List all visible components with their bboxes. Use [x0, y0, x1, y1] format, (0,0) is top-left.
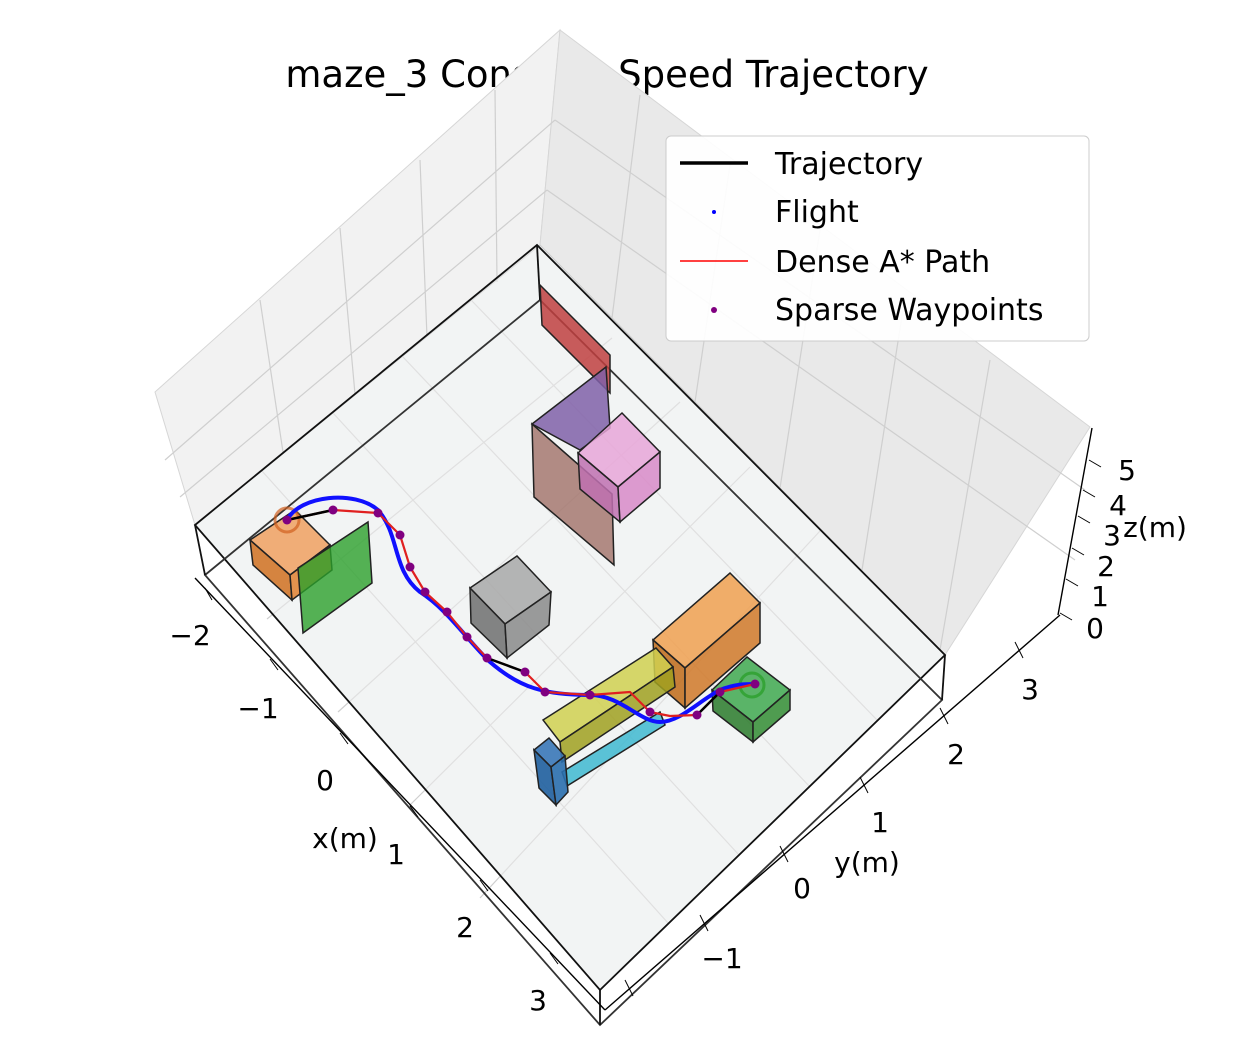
waypoint: [282, 515, 292, 525]
wall-grid: [164, 119, 556, 461]
z-tick-mark: [1059, 612, 1073, 621]
waypoint: [373, 508, 383, 518]
z-axis: 0 1 2 3 4 5 z(m): [1057, 427, 1187, 645]
wall-grid: [861, 296, 906, 571]
waypoint: [395, 530, 405, 540]
green-box-goal-right: [752, 688, 791, 744]
y-tick-mark: [699, 914, 709, 932]
z-axis-label: z(m): [1123, 511, 1187, 544]
x-tick-label: 0: [316, 764, 334, 797]
waypoint: [715, 687, 725, 697]
x-axis: −2 −1 0 1 2 3 x(m): [169, 577, 606, 1017]
waypoint: [442, 607, 452, 617]
x-tick-mark: [204, 587, 213, 601]
floor-grid-x: [471, 300, 879, 722]
y-tick-mark: [939, 707, 949, 725]
waypoint: [462, 632, 472, 642]
x-tick-label: 1: [387, 838, 405, 871]
waypoint: [692, 710, 702, 720]
waypoint: [482, 653, 492, 663]
z-tick-label: 0: [1086, 612, 1104, 645]
sparse-waypoints: [282, 505, 760, 720]
trajectory-path: [285, 508, 722, 717]
floor-grid-y: [408, 466, 751, 807]
x-tick-label: 3: [529, 984, 547, 1017]
y-tick-mark: [779, 845, 789, 863]
waypoint: [420, 587, 430, 597]
start-marker: [273, 506, 301, 534]
waypoint: [750, 679, 760, 689]
waypoint: [585, 690, 595, 700]
y-tick-label: 3: [1021, 673, 1039, 706]
z-tick-label: 3: [1103, 519, 1121, 552]
y-tick-mark: [624, 979, 634, 997]
waypoint: [328, 505, 338, 515]
legend-label-flight: Flight: [775, 195, 859, 230]
green-wall-start: [297, 520, 373, 635]
waypoint: [520, 667, 530, 677]
wall-grid: [419, 159, 428, 338]
waypoint: [540, 687, 550, 697]
x-tick-mark: [549, 952, 559, 965]
x-tick-label: −2: [169, 619, 210, 652]
y-tick-label: −1: [701, 942, 742, 975]
z-tick-label: 2: [1097, 550, 1115, 583]
x-tick-mark: [479, 879, 489, 892]
box-edge: [194, 524, 206, 576]
wall-grid: [494, 89, 498, 283]
wall-grid: [259, 299, 284, 453]
x-tick-mark: [269, 658, 279, 671]
x-tick-mark: [339, 732, 349, 745]
z-tick-mark: [1077, 515, 1091, 524]
pink-cube-right: [617, 450, 661, 524]
y-tick-mark: [859, 776, 869, 794]
legend-label-sparse-waypoints: Sparse Waypoints: [775, 293, 1043, 328]
y-axis-label: y(m): [834, 846, 900, 879]
legend-swatch-sparse-waypoints: [711, 307, 717, 313]
y-tick-label: 1: [871, 806, 889, 839]
z-tick-label: 1: [1091, 580, 1109, 613]
y-tick-label: 0: [793, 872, 811, 905]
z-tick-mark: [1082, 489, 1096, 498]
y-axis: −1 0 1 2 3 y(m): [604, 614, 1061, 1011]
bounding-box: [193, 243, 947, 1027]
z-tick-mark: [1071, 547, 1085, 556]
waypoint: [645, 707, 655, 717]
z-tick-mark: [1088, 459, 1102, 468]
z-axis-line: [1057, 427, 1093, 616]
wall-grid: [611, 94, 641, 319]
y-axis-line: [604, 614, 1061, 1011]
x-tick-label: −1: [237, 692, 278, 725]
y-tick-label: 2: [947, 738, 965, 771]
wall-grid: [339, 227, 356, 395]
z-tick-label: 4: [1109, 489, 1127, 522]
obstacles: [248, 283, 792, 808]
x-axis-label: x(m): [312, 822, 378, 855]
box-edge: [941, 654, 946, 701]
blue-pillar-side: [550, 754, 569, 807]
gray-cube-right: [504, 590, 552, 660]
z-tick-label: 5: [1118, 454, 1136, 487]
y-tick-mark: [1014, 641, 1024, 659]
wall-grid: [939, 359, 991, 651]
wall-grid: [179, 189, 548, 498]
red-wall: [539, 283, 611, 395]
x-axis-line: [194, 577, 606, 1011]
orange-large-box-right: [684, 601, 761, 710]
legend: Trajectory Flight Dense A* Path Sparse W…: [665, 135, 1090, 342]
x-tick-label: 2: [456, 911, 474, 944]
box-edge: [536, 244, 541, 301]
waypoint: [405, 562, 415, 572]
grid: [164, 89, 1086, 924]
legend-swatch-flight: [712, 210, 716, 214]
x-tick-mark: [409, 805, 419, 818]
legend-label-dense-astar: Dense A* Path: [775, 245, 990, 280]
legend-frame: [665, 135, 1090, 342]
legend-label-trajectory: Trajectory: [774, 147, 923, 182]
wall-grid: [546, 189, 1076, 561]
z-tick-mark: [1065, 578, 1079, 587]
